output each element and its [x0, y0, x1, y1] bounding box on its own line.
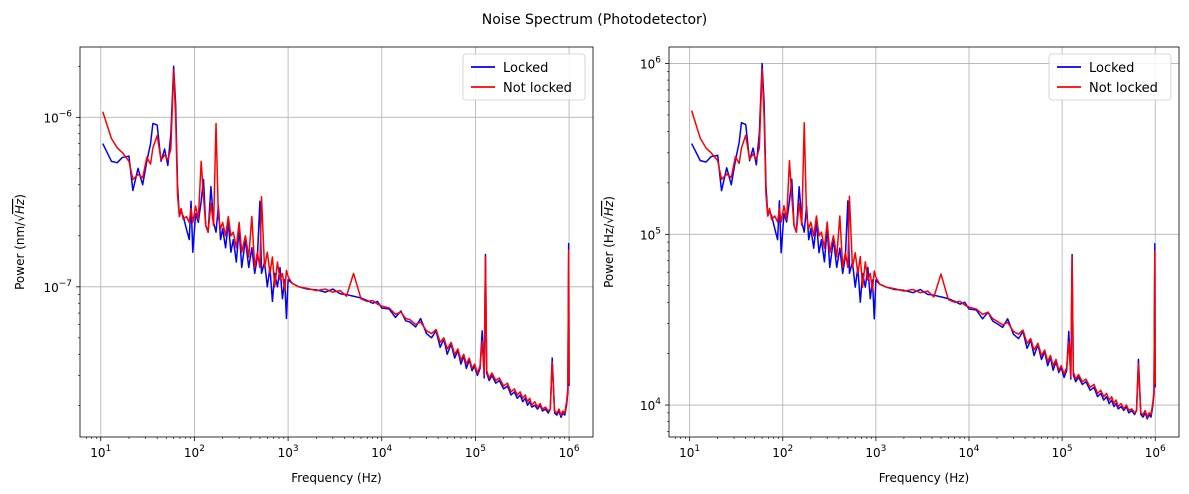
chart-1-y-tick-label-1: 105: [640, 226, 661, 242]
chart-1-x-axis-label: Frequency (Hz): [879, 471, 970, 485]
chart-1-plot-area: [669, 47, 1179, 437]
chart-0-x-axis-label: Frequency (Hz): [291, 471, 382, 485]
chart-1-legend: Locked Not locked: [1048, 53, 1172, 101]
chart-1-series-line-not-locked: [690, 68, 1156, 418]
chart-1-legend-label-not-locked: Not locked: [1089, 81, 1158, 96]
left-plot-panel: 101 102 103 104 105 106 10−7 10−6 Frequency (Hz)…: [13, 46, 594, 485]
chart-0-y-tick-label-0: 10−7: [43, 279, 72, 295]
chart-0-legend-box: [462, 53, 586, 101]
chart-1-x-tick-label-4: 105: [1052, 444, 1073, 460]
chart-0-y-tick-label-1: 10−6: [43, 109, 72, 125]
chart-0-x-tick-label-2: 103: [278, 444, 299, 460]
chart-0-x-tick-label-0: 101: [90, 444, 111, 460]
chart-1-x-tick-label-2: 103: [865, 444, 886, 460]
chart-0-series-group: [102, 65, 570, 418]
chart-0-x-tick-label-3: 104: [371, 444, 392, 460]
chart-0-x-tick-label-4: 105: [465, 444, 486, 460]
chart-1-y-tick-label-0: 104: [640, 397, 661, 413]
chart-0-axes-frame: [79, 46, 594, 438]
chart-1-y-axis-label: Power (Hz/√Hz): [602, 196, 616, 288]
chart-0-y-axis-label: Power (nm/√Hz): [13, 194, 27, 290]
chart-1-series-group: [690, 62, 1156, 420]
chart-0-series-line-not-locked: [102, 69, 570, 416]
chart-1-x-tick-label-1: 102: [772, 444, 793, 460]
chart-0-legend: Locked Not locked: [462, 53, 586, 101]
chart-1-x-tick-label-5: 106: [1145, 444, 1166, 460]
chart-1-y-tick-label-2: 106: [640, 56, 661, 72]
chart-0-legend-label-locked: Locked: [503, 61, 548, 76]
chart-1-legend-box: [1048, 53, 1172, 101]
chart-0-plot-area: [80, 47, 593, 437]
right-plot-panel: 101 102 103 104 105 106 104 105 106 Frequency (Hz…: [602, 46, 1180, 485]
chart-1-x-tick-label-0: 101: [679, 444, 700, 460]
chart-1-x-tick-label-3: 104: [958, 444, 979, 460]
chart-1-axes-frame: [668, 46, 1180, 438]
figure-title: Noise Spectrum (Photodetector): [482, 12, 708, 28]
chart-0-x-tick-label-5: 106: [559, 444, 580, 460]
chart-0-x-tick-label-1: 102: [184, 444, 205, 460]
chart-1-legend-label-locked: Locked: [1089, 61, 1134, 76]
chart-0-legend-label-not-locked: Not locked: [503, 81, 572, 96]
